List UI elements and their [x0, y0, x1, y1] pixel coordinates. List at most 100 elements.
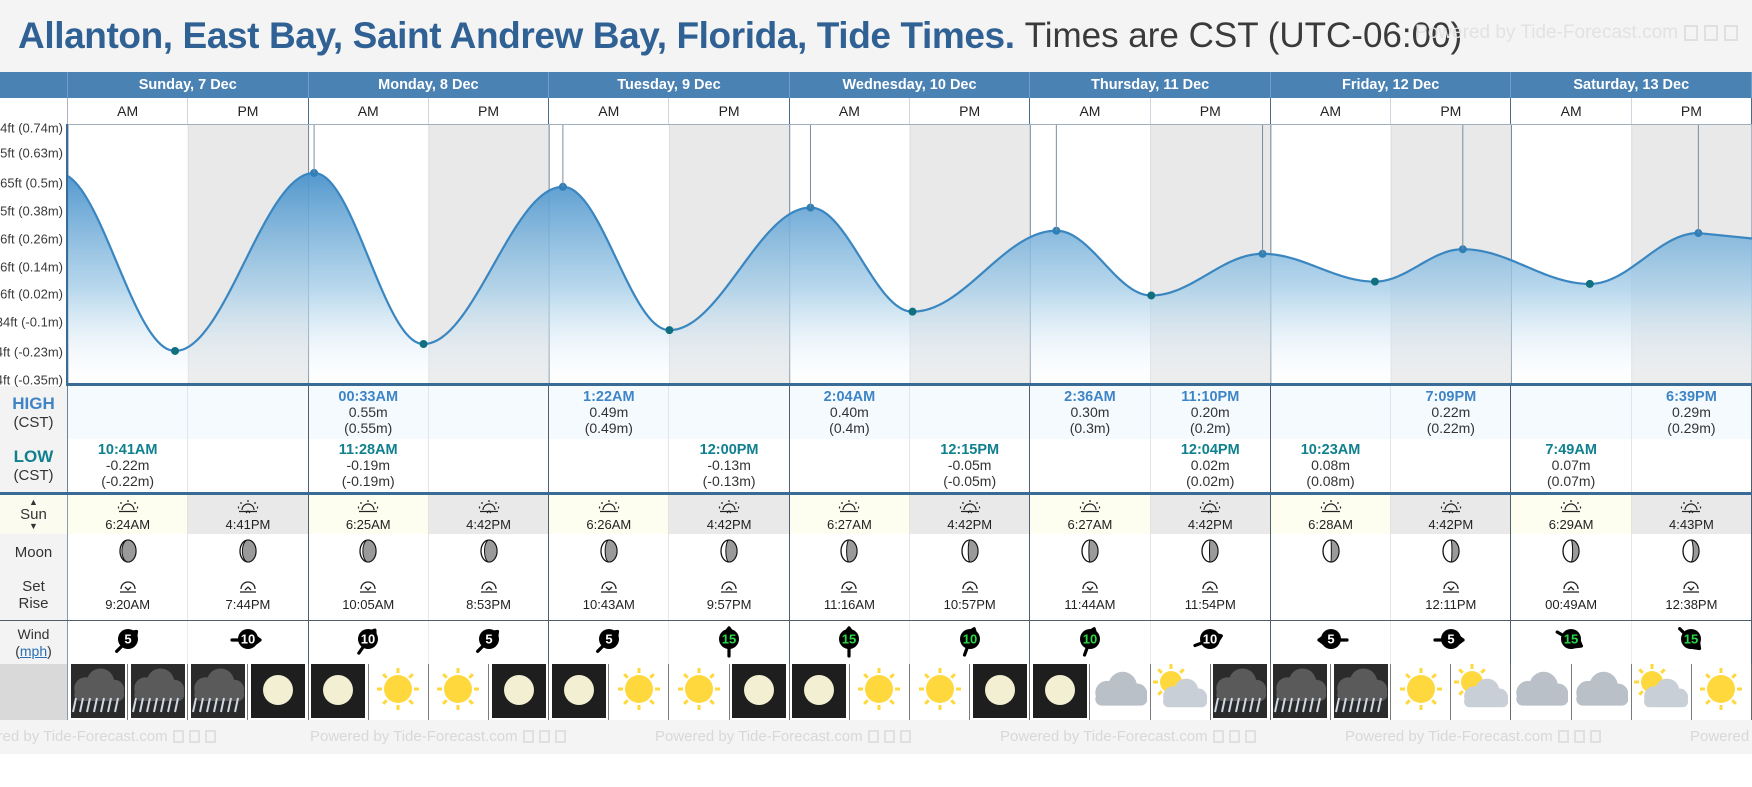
- weather-cell-3: [248, 664, 307, 720]
- wind-day-0: 5 10: [68, 621, 309, 664]
- moonset-icon: [598, 579, 620, 597]
- sun-set-cell-6: 4:43PM: [1631, 495, 1752, 534]
- moon-rise-time: 7:44PM: [225, 596, 271, 612]
- watermark-icon-1: [1684, 25, 1698, 41]
- weather-cell-27: [1692, 664, 1751, 720]
- sunrise-icon: [838, 498, 860, 517]
- y-tick-5: 0.46ft (0.14m): [0, 259, 63, 275]
- moon-setrise-cell-4-pm: 11:54PM: [1150, 570, 1270, 620]
- wind-arrow-icon: 5: [469, 622, 509, 663]
- svg-text:5: 5: [1327, 632, 1334, 647]
- ampm-cell-1-am: AM: [309, 98, 429, 124]
- watermark-foot-icon-10: [1212, 730, 1224, 743]
- sun-rise-cell-5: 6:28AM: [1270, 495, 1392, 534]
- low-tide-value-alt: (-0.19m): [341, 472, 395, 489]
- moon-setrise-day-2: 10:43AM 9:57PM: [549, 570, 790, 620]
- low-tide-cell-4-pm: 12:04PM 0.02m (0.02m): [1151, 439, 1270, 492]
- moon-setrise-row: Set Rise 9:20AM 7:44PM 10:05AM 8:53PM 10:43A…: [0, 570, 1752, 620]
- high-tide-value-alt: (0.29m): [1667, 419, 1716, 436]
- high-tide-cell-6-pm: 6:39PM 0.29m (0.29m): [1632, 386, 1751, 439]
- ampm-cells: AM PM AM PM AM PM AM PM AM PM AM PM AM PM: [68, 98, 1752, 124]
- high-tide-cell-5-am: [1271, 386, 1392, 439]
- wind-cell-2: 10: [308, 621, 429, 664]
- low-tide-time: 7:49AM: [1545, 441, 1597, 458]
- ampm-cell-4-pm: PM: [1199, 103, 1221, 119]
- low-tide-cell-5-pm: [1391, 439, 1510, 492]
- moon-rise-label-text: Rise: [18, 595, 49, 612]
- moon-setrise-cell-2-pm: 9:57PM: [669, 570, 789, 620]
- low-tide-cell-0-am: 10:41AM -0.22m (-0.22m): [68, 439, 189, 492]
- low-tide-label: LOW (CST): [0, 439, 68, 492]
- footer-watermark-row: Powered by Tide-Forecast.com Powered by …: [0, 720, 1752, 754]
- low-tide-value: -0.13m: [707, 456, 751, 473]
- moon-phase-icon: [237, 538, 259, 566]
- sun-set-cell-4: 4:42PM: [1150, 495, 1270, 534]
- moon-phase-icon: [357, 538, 379, 566]
- moon-phase-icon: [838, 538, 860, 566]
- wind-cell-10: 5: [1270, 621, 1392, 664]
- moon-setrise-cell-1-am: 10:05AM: [308, 570, 429, 620]
- watermark-foot-4: Powered by Tide-Forecast.com: [1000, 728, 1256, 745]
- svg-text:10: 10: [1083, 632, 1097, 647]
- wind-cell-8: 10: [1030, 621, 1151, 664]
- watermark-foot-icon-9: [899, 730, 911, 743]
- watermark-foot-icon-11: [1228, 730, 1240, 743]
- sunset-icon: [478, 498, 500, 517]
- ampm-corner: [0, 98, 68, 124]
- watermark-foot-text-1: Powered by Tide-Forecast.com: [0, 728, 168, 745]
- wind-unit-text[interactable]: (mph): [15, 642, 52, 659]
- wind-cell-6: 15: [789, 621, 911, 664]
- weather-cell-4: [309, 664, 369, 720]
- low-tide-value-alt: (0.07m): [1547, 472, 1596, 489]
- sun-rise-time: 6:25AM: [345, 516, 391, 532]
- moon-setrise-cell-3-am: 11:16AM: [789, 570, 911, 620]
- sunset-icon: [718, 498, 740, 517]
- y-tick-2: 1.65ft (0.5m): [0, 175, 63, 191]
- sun-rise-time: 6:27AM: [826, 516, 872, 532]
- low-tide-time: 11:28AM: [338, 441, 398, 458]
- weather-day-2: [549, 664, 790, 720]
- wind-arrow-icon: 15: [1671, 622, 1711, 663]
- ampm-day-5: AM PM: [1271, 98, 1512, 124]
- moon-setrise-cell-2-am: 10:43AM: [549, 570, 670, 620]
- sun-clear-icon: [1393, 664, 1448, 720]
- moonset-icon: [1440, 579, 1462, 597]
- y-tick-6: 0.06ft (0.02m): [0, 286, 63, 302]
- svg-text:10: 10: [962, 632, 976, 647]
- high-tide-value: 0.29m: [1671, 403, 1711, 420]
- watermark-foot-icon-12: [1244, 730, 1256, 743]
- weather-cell-5: [369, 664, 429, 720]
- watermark-foot-text-2: Powered by Tide-Forecast.com: [310, 728, 518, 745]
- sun-set-cell-0: 4:41PM: [188, 495, 308, 534]
- low-tz-text: (CST): [13, 467, 54, 484]
- ampm-day-1: AM PM: [309, 98, 550, 124]
- low-tide-cell-2-pm: 12:00PM -0.13m (-0.13m): [669, 439, 788, 492]
- high-tide-label: HIGH (CST): [0, 386, 68, 439]
- weather-cell-26: [1632, 664, 1692, 720]
- ampm-header-row: AM PM AM PM AM PM AM PM AM PM AM PM AM PM: [0, 98, 1752, 124]
- sun-set-time: 4:42PM: [466, 516, 511, 532]
- sunrise-icon: [117, 498, 139, 517]
- high-tide-value: 0.20m: [1190, 403, 1230, 420]
- moon-setrise-cell-6-am: 00:49AM: [1511, 570, 1632, 620]
- wind-cell-0: 5: [68, 621, 189, 664]
- moon-day-5: [1270, 534, 1512, 570]
- sun-label: ▲ Sun ▼: [0, 495, 68, 534]
- sunrise-icon: [1320, 498, 1342, 517]
- high-tide-cell-4-pm: 11:10PM 0.20m (0.2m): [1151, 386, 1270, 439]
- wind-row: Wind (mph) 5 10 10 5 5 15 15 10 10 10 5 5 15 15: [0, 620, 1752, 664]
- tide-extremum-high-10: [1258, 249, 1267, 258]
- moon-phase-cell-0-am: [68, 534, 189, 570]
- rain-night-icon: [1213, 664, 1268, 720]
- sun-clear-icon: [852, 664, 907, 720]
- wind-unit-link[interactable]: mph: [19, 642, 48, 659]
- sun-rise-cell-2: 6:26AM: [549, 495, 670, 534]
- low-tide-value-alt: (-0.05m): [943, 472, 997, 489]
- moonset-icon: [117, 579, 139, 597]
- high-tide-time: 00:33AM: [338, 388, 399, 405]
- high-tide-cell-0-am: [68, 386, 189, 439]
- low-tide-value: -0.05m: [947, 456, 992, 473]
- high-tide-time: 11:10PM: [1181, 388, 1240, 405]
- moon-setrise-cell-3-pm: 10:57PM: [910, 570, 1030, 620]
- moon-phase-icon: [1680, 538, 1702, 566]
